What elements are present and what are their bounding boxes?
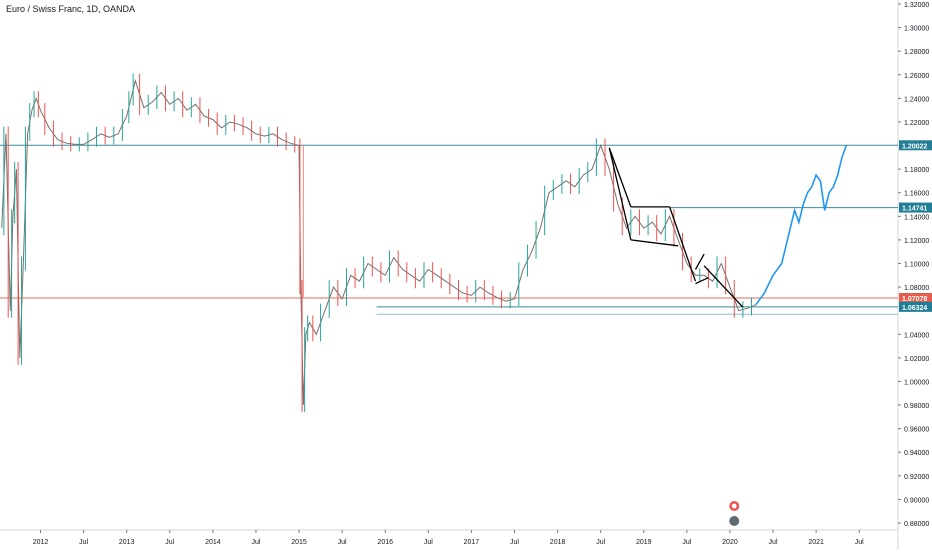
projection-series-line bbox=[755, 145, 848, 306]
pattern-line bbox=[694, 253, 705, 270]
x-tick-label: Jul bbox=[769, 539, 778, 546]
x-tick-label: Jul bbox=[251, 539, 260, 546]
y-tick-label: 1.18000 bbox=[904, 167, 929, 174]
y-tick-label: 0.90000 bbox=[904, 497, 929, 504]
pattern-line bbox=[608, 147, 632, 241]
price-label-box bbox=[899, 301, 932, 312]
event-info-icon bbox=[729, 516, 740, 526]
x-tick-label: 2020 bbox=[722, 539, 738, 546]
y-tick-label: 0.96000 bbox=[904, 427, 929, 434]
y-tick-label: 1.26000 bbox=[904, 73, 929, 80]
x-tick-label: 2014 bbox=[205, 539, 221, 546]
x-tick-label: Jul bbox=[165, 539, 174, 546]
y-tick-label: 1.10000 bbox=[904, 262, 929, 269]
x-tick-label: 2016 bbox=[377, 539, 393, 546]
price-label-box bbox=[899, 140, 932, 151]
price-label: 1.07078 bbox=[902, 296, 927, 303]
x-tick-label: 2015 bbox=[291, 539, 307, 546]
pattern-line bbox=[630, 239, 679, 247]
y-tick-label: 1.02000 bbox=[904, 356, 929, 363]
y-tick-label: 1.12000 bbox=[904, 238, 929, 245]
x-tick-label: 2021 bbox=[808, 539, 824, 546]
price-label: 1.06324 bbox=[902, 305, 927, 312]
pattern-line bbox=[703, 265, 744, 308]
x-tick-label: 2013 bbox=[119, 539, 135, 546]
x-tick-label: 2019 bbox=[636, 539, 652, 546]
x-tick-label: 2017 bbox=[464, 539, 480, 546]
price-label-box bbox=[899, 292, 932, 303]
price-label: 1.14741 bbox=[902, 206, 927, 213]
y-tick-label: 1.32000 bbox=[904, 2, 929, 9]
pattern-line bbox=[608, 147, 632, 208]
chart-title: Euro / Swiss Franc, 1D, OANDA bbox=[6, 4, 136, 14]
y-tick-label: 1.14000 bbox=[904, 214, 929, 221]
event-flag-icon-dot bbox=[731, 503, 737, 509]
price-series-line bbox=[1, 78, 756, 406]
pattern-line bbox=[669, 206, 697, 282]
x-tick-label: Jul bbox=[510, 539, 519, 546]
y-tick-label: 0.98000 bbox=[904, 403, 929, 410]
y-tick-label: 1.28000 bbox=[904, 49, 929, 56]
y-tick-label: 1.08000 bbox=[904, 285, 929, 292]
y-tick-label: 0.88000 bbox=[904, 521, 929, 528]
pattern-line bbox=[695, 277, 709, 285]
x-tick-label: Jul bbox=[338, 539, 347, 546]
y-tick-label: 1.00000 bbox=[904, 379, 929, 386]
x-tick-label: Jul bbox=[79, 539, 88, 546]
y-tick-label: 1.24000 bbox=[904, 96, 929, 103]
x-tick-label: 2018 bbox=[550, 539, 566, 546]
x-tick-label: Jul bbox=[424, 539, 433, 546]
y-tick-label: 1.22000 bbox=[904, 120, 929, 127]
y-tick-label: 1.30000 bbox=[904, 26, 929, 33]
x-tick-label: Jul bbox=[855, 539, 864, 546]
price-label: 1.20022 bbox=[902, 143, 927, 150]
x-tick-label: Jul bbox=[596, 539, 605, 546]
y-tick-label: 0.94000 bbox=[904, 450, 929, 457]
y-tick-label: 1.16000 bbox=[904, 191, 929, 198]
price-label-box bbox=[899, 202, 932, 213]
x-tick-label: 2012 bbox=[33, 539, 49, 546]
x-tick-label: Jul bbox=[682, 539, 691, 546]
y-tick-label: 0.92000 bbox=[904, 474, 929, 481]
y-tick-label: 1.04000 bbox=[904, 332, 929, 339]
